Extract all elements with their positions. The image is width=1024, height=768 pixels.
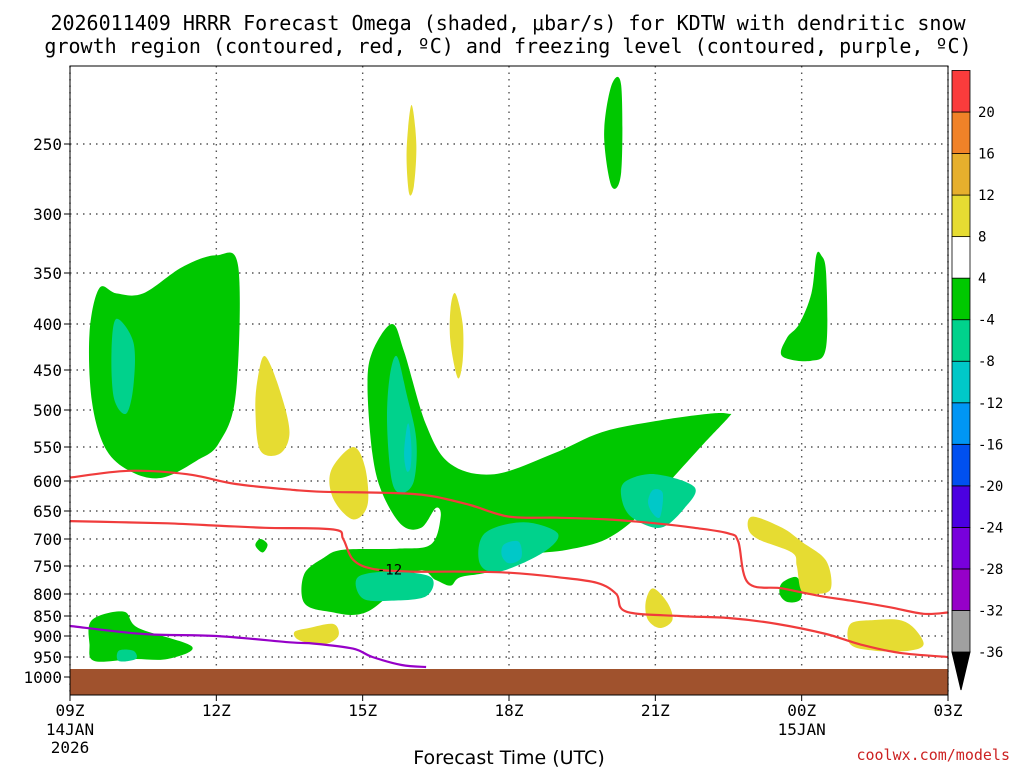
omega-region-12 xyxy=(255,538,268,553)
colorbar-label--24: -24 xyxy=(978,520,1003,536)
colorbar-label--32: -32 xyxy=(978,603,1003,619)
y-tick-label-700: 700 xyxy=(33,530,62,549)
x-axis-label: Forecast Time (UTC) xyxy=(413,747,604,768)
omega-region-13 xyxy=(780,251,828,362)
colorbar-label--12: -12 xyxy=(978,396,1003,412)
y-tick-label-750: 750 xyxy=(33,557,62,576)
y-tick-label-250: 250 xyxy=(33,135,62,154)
y-tick-label-950: 950 xyxy=(33,648,62,667)
colorbar-box-3 xyxy=(951,485,971,528)
x-tick-label-21Z: 21Z xyxy=(641,701,670,720)
colorbar-label-4: 4 xyxy=(978,271,986,287)
x-tick-sublabel-14JAN: 14JAN xyxy=(46,720,94,739)
x-tick-label-00Z: 00Z xyxy=(787,701,816,720)
chart-title-line-2: growth region (contoured, red, ºC) and f… xyxy=(44,34,971,58)
red-contour-1 xyxy=(69,520,949,659)
colorbar-label--4: -4 xyxy=(978,313,995,329)
omega-region-16 xyxy=(406,104,417,196)
colorbar-box-8 xyxy=(951,277,971,321)
colorbar-label-20: 20 xyxy=(978,105,995,121)
omega-region-1 xyxy=(111,318,135,415)
y-tick-label-650: 650 xyxy=(33,502,62,521)
omega-region-19 xyxy=(329,446,369,520)
colorbar-box-0 xyxy=(951,610,971,653)
y-axis: 2503003504004505005506006507007508008509… xyxy=(23,135,70,687)
colorbar-label--8: -8 xyxy=(978,354,995,370)
omega-region-4 xyxy=(404,423,412,472)
colorbar-box-9 xyxy=(951,236,971,279)
colorbar-box-10 xyxy=(951,194,971,238)
y-tick-label-850: 850 xyxy=(33,607,62,626)
red-contour-0 xyxy=(69,469,949,616)
x-tick-sublabel-15JAN: 15JAN xyxy=(778,720,826,739)
colorbar-bottom-arrow xyxy=(951,651,971,691)
y-tick-label-1000: 1000 xyxy=(23,668,62,687)
x-tick-label-15Z: 15Z xyxy=(348,701,377,720)
plot-area: -12 xyxy=(69,65,949,696)
colorbar-box-5 xyxy=(951,402,971,445)
x-tick-label-03Z: 03Z xyxy=(934,701,963,720)
omega-region-20 xyxy=(293,623,339,645)
omega-region-9 xyxy=(355,571,434,602)
omega-region-23 xyxy=(847,619,924,652)
omega-region-6 xyxy=(648,489,664,518)
y-tick-label-550: 550 xyxy=(33,438,62,457)
colorbar-label--36: -36 xyxy=(978,645,1003,661)
omega-shading xyxy=(88,76,924,662)
colorbar-label--16: -16 xyxy=(978,437,1003,453)
colorbar-box-4 xyxy=(951,443,971,487)
omega-region-18 xyxy=(255,356,290,457)
colorbar-box-1 xyxy=(951,568,971,611)
x-tick-sublabel-2026: 2026 xyxy=(51,738,90,757)
omega-region-21 xyxy=(645,588,673,628)
y-tick-label-900: 900 xyxy=(33,627,62,646)
colorbar-box-7 xyxy=(951,319,971,362)
y-tick-label-300: 300 xyxy=(33,205,62,224)
colorbar-box-6 xyxy=(951,360,971,404)
y-tick-label-450: 450 xyxy=(33,361,62,380)
omega-region-2 xyxy=(301,324,732,615)
y-tick-label-400: 400 xyxy=(33,315,62,334)
x-tick-label-12Z: 12Z xyxy=(202,701,231,720)
omega-region-15 xyxy=(604,76,623,189)
omega-region-11 xyxy=(116,649,137,662)
contour-label: -12 xyxy=(377,562,402,578)
colorbar: -36 -32 -28 -24 -20 -16 -12 -8 -4 4 8 12 16 20 xyxy=(951,70,1003,691)
omega-region-17 xyxy=(449,292,464,379)
chart-title-line-1: 2026011409 HRRR Forecast Omega (shaded, … xyxy=(50,11,966,35)
y-tick-label-800: 800 xyxy=(33,585,62,604)
colorbar-label--20: -20 xyxy=(978,479,1003,495)
colorbar-box-13 xyxy=(951,70,971,113)
colorbar-label-12: 12 xyxy=(978,188,995,204)
y-tick-label-350: 350 xyxy=(33,264,62,283)
freezing-level-contour xyxy=(69,624,427,669)
credit-text: coolwx.com/models xyxy=(856,746,1010,764)
y-tick-label-500: 500 xyxy=(33,401,62,420)
purple-contour-0 xyxy=(69,624,427,669)
omega-region-0 xyxy=(88,252,240,479)
colorbar-label-8: 8 xyxy=(978,230,986,246)
x-tick-label-09Z: 09Z xyxy=(56,701,85,720)
colorbar-label--28: -28 xyxy=(978,562,1003,578)
colorbar-box-2 xyxy=(951,526,971,570)
y-tick-label-600: 600 xyxy=(33,472,62,491)
omega-region-10 xyxy=(88,611,193,662)
omega-region-8 xyxy=(501,540,522,564)
colorbar-box-11 xyxy=(951,153,971,196)
x-tick-label-18Z: 18Z xyxy=(495,701,524,720)
ground-terrain xyxy=(70,669,948,695)
colorbar-box-12 xyxy=(951,111,971,154)
colorbar-label-16: 16 xyxy=(978,147,995,163)
dendritic-growth-contours xyxy=(69,469,949,659)
omega-region-22 xyxy=(747,516,832,595)
